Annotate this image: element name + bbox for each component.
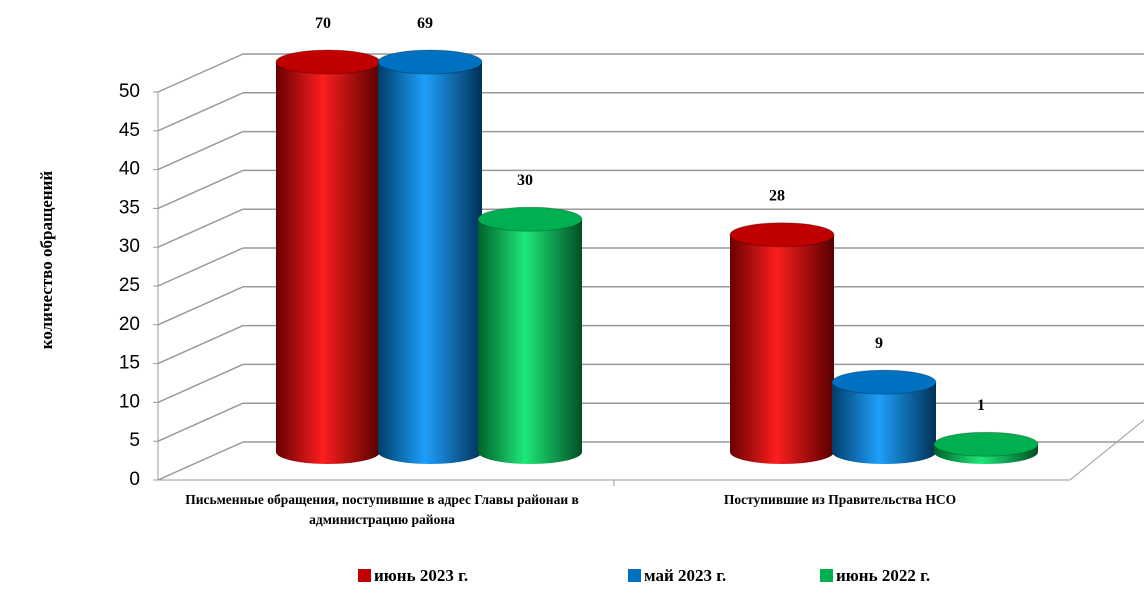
data-label: 30 bbox=[517, 172, 533, 189]
data-label: 70 bbox=[315, 15, 331, 32]
data-label: 28 bbox=[769, 188, 785, 205]
bar-top bbox=[477, 206, 583, 232]
x-tick-label: Письменные обращения, поступившие в адре… bbox=[185, 492, 579, 527]
bar-top bbox=[275, 49, 381, 75]
data-label: 69 bbox=[417, 15, 433, 32]
y-tick-label: 15 bbox=[119, 353, 140, 374]
y-tick-label: 25 bbox=[119, 275, 140, 296]
grid-line bbox=[157, 363, 244, 404]
bar-body bbox=[276, 62, 380, 464]
bar-body bbox=[478, 219, 582, 464]
grid-line bbox=[157, 441, 244, 481]
bar-body bbox=[832, 382, 936, 464]
y-tick-label: 30 bbox=[119, 236, 140, 257]
y-tick-label: 20 bbox=[119, 314, 140, 335]
bar bbox=[831, 369, 937, 464]
y-axis-title: количество обращений bbox=[37, 171, 56, 350]
floor-line bbox=[1069, 419, 1144, 481]
bar bbox=[729, 222, 835, 464]
legend-swatch bbox=[358, 569, 371, 582]
data-label: 9 bbox=[875, 335, 883, 352]
y-tick-label: 50 bbox=[119, 81, 140, 102]
legend-label: июнь 2023 г. bbox=[374, 566, 468, 585]
grid-line bbox=[157, 324, 244, 365]
grid-line bbox=[157, 402, 244, 442]
bar-top bbox=[933, 431, 1039, 457]
bar bbox=[275, 49, 381, 464]
bar-body bbox=[378, 62, 482, 464]
bar bbox=[933, 431, 1039, 464]
grid-line bbox=[157, 208, 244, 248]
y-tick-label: 40 bbox=[119, 159, 140, 180]
data-label: 1 bbox=[977, 397, 985, 414]
y-tick-label: 0 bbox=[129, 469, 140, 490]
grid-line bbox=[157, 130, 244, 171]
bar-top bbox=[377, 49, 483, 75]
bar bbox=[477, 206, 583, 464]
y-tick-label: 45 bbox=[119, 120, 140, 141]
bar bbox=[377, 49, 483, 464]
bar-body bbox=[730, 234, 834, 464]
y-tick-label: 10 bbox=[119, 391, 140, 412]
grid-line bbox=[157, 286, 244, 326]
grid-line bbox=[157, 53, 244, 93]
grid-line bbox=[157, 247, 244, 287]
bar-top bbox=[729, 222, 835, 248]
grid-line bbox=[157, 92, 244, 132]
legend-swatch bbox=[628, 569, 641, 582]
bar-top bbox=[831, 369, 937, 395]
legend-swatch bbox=[820, 569, 833, 582]
grid-line bbox=[157, 169, 244, 210]
legend-label: май 2023 г. bbox=[644, 566, 726, 585]
y-tick-label: 5 bbox=[129, 430, 140, 451]
x-tick-label: Поступившие из Правительства НСО bbox=[723, 492, 957, 507]
y-tick-label: 35 bbox=[119, 197, 140, 218]
legend-label: июнь 2022 г. bbox=[836, 566, 930, 585]
